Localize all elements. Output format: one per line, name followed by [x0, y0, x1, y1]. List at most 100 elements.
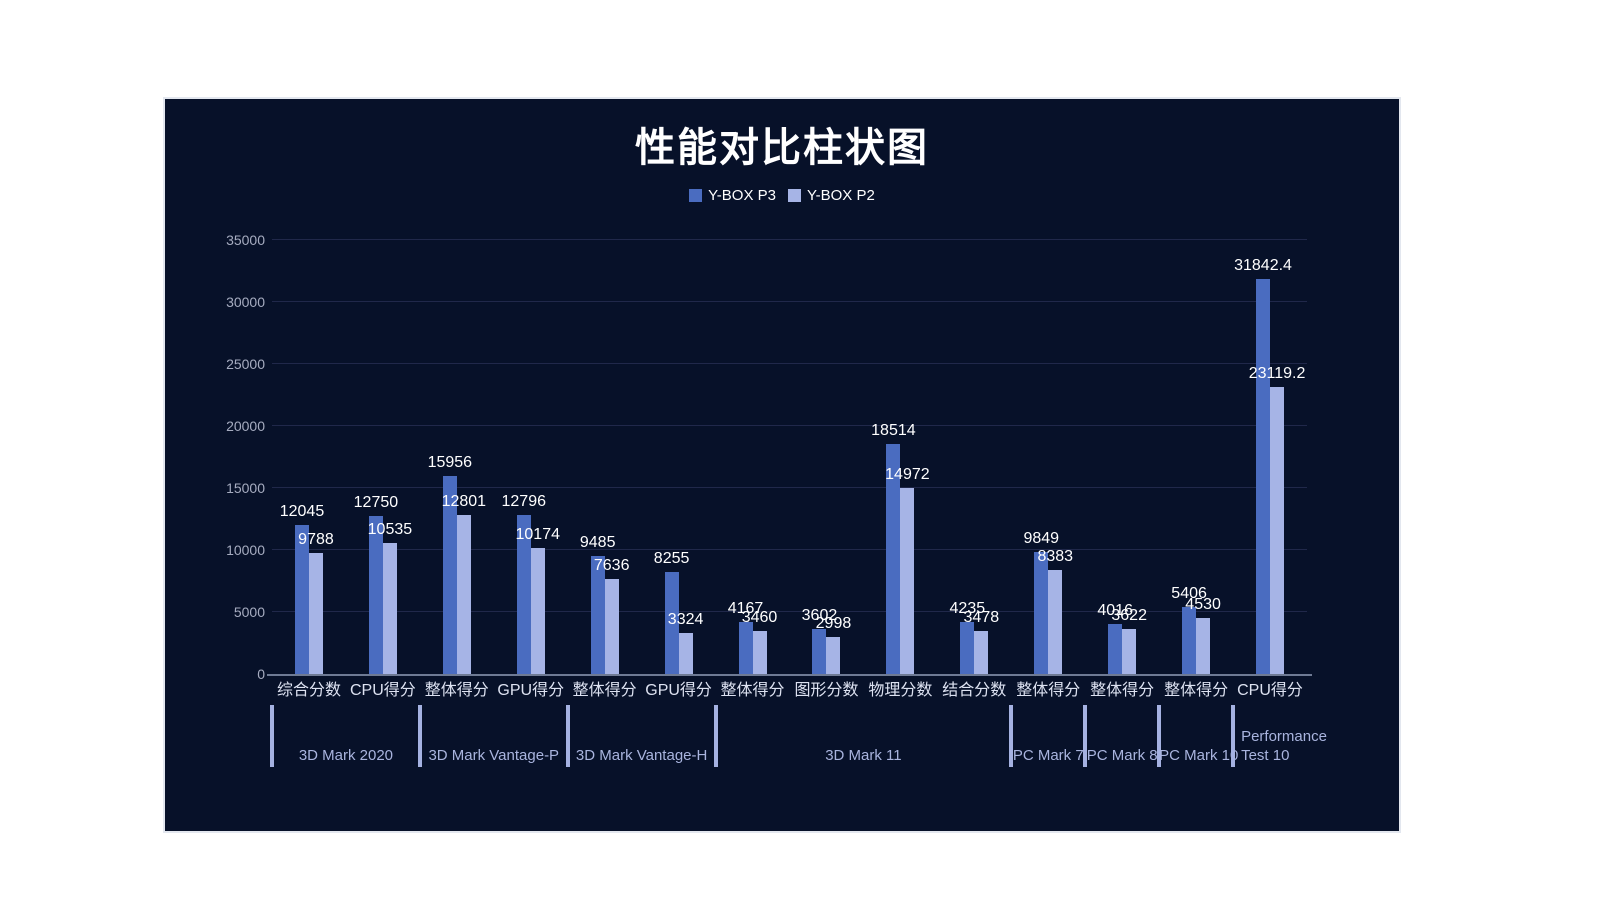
x-axis-label-0: 综合分数: [276, 682, 341, 699]
value-label-p3-7: 3602: [801, 607, 838, 625]
group-divider-0: [270, 705, 274, 767]
group-label-3: 3D Mark 11: [825, 747, 902, 764]
bar-p3-10: [1034, 551, 1049, 674]
value-label-p2-10: 8383: [1037, 548, 1074, 566]
legend-swatch-p2-icon: [788, 189, 801, 202]
bar-p2-11: [1122, 629, 1137, 674]
y-tick-label-20000: 20000: [226, 418, 265, 434]
bar-p2-6: [752, 631, 767, 674]
y-tick-label-30000: 30000: [226, 294, 265, 310]
gridline-15000: [272, 487, 1307, 488]
legend-item-ybox-p2[interactable]: Y-BOX P2: [788, 187, 875, 204]
value-label-p2-7: 2998: [815, 614, 852, 632]
bar-p3-4: [590, 556, 605, 674]
group-label-4: PC Mark 7: [1012, 747, 1084, 764]
x-axis-label-3: GPU得分: [497, 682, 565, 699]
x-axis-label-11: 整体得分: [1090, 682, 1155, 699]
value-label-p2-1: 10535: [367, 521, 413, 539]
value-label-p2-12: 4530: [1185, 595, 1221, 613]
group-divider-5: [1083, 705, 1088, 767]
value-label-p2-0: 9788: [298, 530, 334, 548]
legend: Y-BOX P3 Y-BOX P2: [165, 187, 1399, 204]
value-label-p2-11: 3622: [1111, 607, 1147, 625]
group-label-1: 3D Mark Vantage-P: [428, 747, 560, 764]
gridline-35000: [272, 239, 1307, 240]
bar-p2-4: [604, 579, 619, 674]
bar-p3-11: [1108, 624, 1123, 674]
value-label-p2-13: 23119.2: [1248, 365, 1306, 383]
bar-p2-12: [1196, 617, 1211, 674]
group-label-5: PC Mark 8: [1086, 747, 1158, 764]
legend-item-ybox-p3[interactable]: Y-BOX P3: [689, 187, 776, 204]
group-label-6: PC Mark 10: [1159, 747, 1239, 764]
value-label-p2-3: 10174: [515, 525, 561, 543]
legend-label-p2: Y-BOX P2: [807, 187, 875, 204]
bar-p3-6: [738, 622, 753, 674]
group-divider-1: [417, 705, 422, 767]
gridline-10000: [272, 549, 1307, 550]
gridline-20000: [272, 425, 1307, 426]
value-label-p3-12: 5406: [1171, 584, 1207, 602]
x-axis-label-2: 整体得分: [424, 682, 489, 699]
gridline-25000: [272, 363, 1307, 364]
x-axis-line: [267, 674, 1312, 676]
y-tick-label-10000: 10000: [226, 542, 265, 558]
x-axis-label-6: 整体得分: [720, 682, 785, 699]
y-tick-label-35000: 35000: [226, 232, 265, 248]
group-label-2: 3D Mark Vantage-H: [575, 747, 708, 764]
group-label-7: Performance Test 10: [1241, 728, 1327, 764]
value-label-p3-4: 9485: [579, 534, 616, 552]
bar-p2-3: [530, 547, 545, 674]
bar-p3-0: [294, 524, 309, 674]
bar-p3-7: [812, 629, 827, 674]
x-axis-label-12: 整体得分: [1164, 682, 1229, 699]
x-axis-label-9: 结合分数: [942, 682, 1007, 699]
value-label-p2-2: 12801: [441, 493, 487, 511]
value-label-p3-1: 12750: [353, 493, 399, 511]
value-label-p3-2: 15956: [427, 454, 473, 472]
gridline-30000: [272, 301, 1307, 302]
plot-area: 12045 9788 12750 10535 15956 12801 12796 10174 9…: [267, 239, 1312, 676]
bar-p3-3: [516, 515, 531, 674]
x-axis-label-13: CPU得分: [1237, 682, 1303, 699]
bar-p3-2: [442, 476, 457, 674]
group-axis: 3D Mark 2020 3D Mark Vantage-P 3D Mark Van…: [270, 705, 1327, 767]
x-axis-label-7: 图形分数: [794, 682, 859, 699]
bar-p3-1: [368, 515, 383, 674]
value-label-p2-8: 14972: [885, 466, 930, 484]
x-axis-label-8: 物理分数: [868, 682, 933, 699]
bar-p2-0: [308, 552, 323, 674]
group-divider-6: [1157, 705, 1162, 767]
bar-p3-5: [664, 571, 679, 674]
x-axis-label-10: 整体得分: [1016, 682, 1081, 699]
y-tick-label-0: 0: [257, 666, 265, 682]
value-label-p2-6: 3460: [741, 609, 778, 627]
bar-p2-13: [1270, 387, 1285, 674]
value-label-p2-9: 3478: [963, 608, 1000, 626]
legend-swatch-p3-icon: [689, 189, 703, 202]
value-label-p3-10: 9849: [1023, 529, 1060, 547]
chart-panel: 性能对比柱状图 Y-BOX P3 Y-BOX P2 12045 9788 12750…: [163, 97, 1401, 833]
group-divider-3: [713, 705, 718, 767]
legend-label-p3: Y-BOX P3: [708, 187, 776, 204]
bar-p3-13: [1256, 279, 1271, 674]
group-divider-7: [1231, 705, 1236, 767]
y-tick-label-5000: 5000: [233, 604, 265, 620]
value-label-p3-13: 31842.4: [1234, 257, 1292, 275]
bar-p2-2: [456, 515, 471, 674]
x-axis-label-4: 整体得分: [572, 682, 637, 699]
bar-p2-1: [382, 543, 397, 674]
bar-p2-7: [826, 636, 841, 674]
bar-p2-5: [678, 632, 693, 674]
value-label-p3-6: 4167: [727, 600, 764, 618]
bar-p2-8: [900, 488, 915, 674]
value-label-p3-8: 18514: [871, 422, 916, 440]
group-label-0: 3D Mark 2020: [298, 747, 394, 764]
value-label-p2-5: 3324: [667, 610, 704, 628]
value-label-p2-4: 7636: [593, 557, 630, 575]
x-axis-label-5: GPU得分: [645, 682, 712, 699]
y-tick-label-15000: 15000: [226, 480, 265, 496]
value-label-p3-3: 12796: [501, 493, 547, 511]
x-axis-label-1: CPU得分: [349, 682, 416, 699]
